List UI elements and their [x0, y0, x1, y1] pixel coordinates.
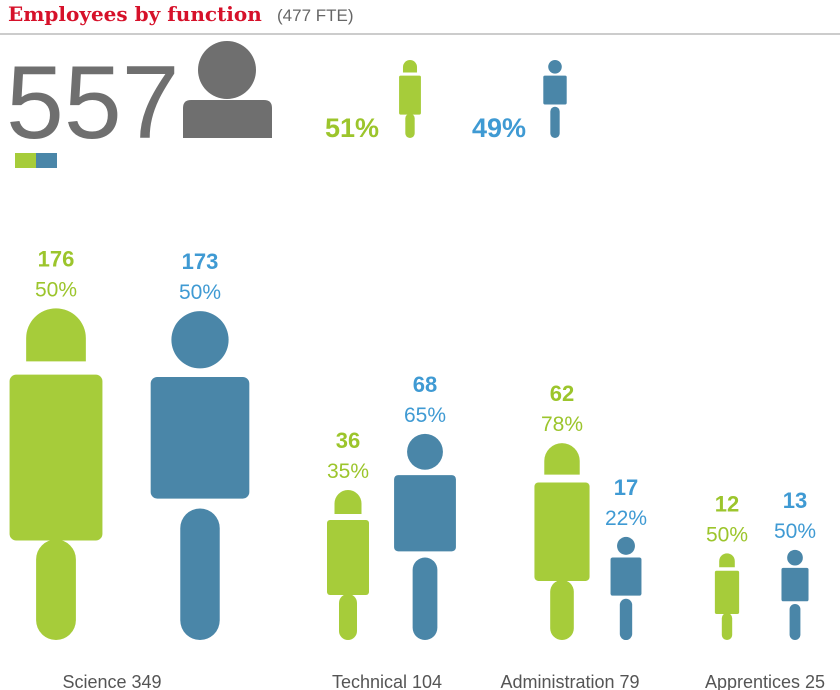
icon-head [548, 60, 562, 74]
value-label: 68 [413, 372, 437, 397]
category-label: Science 349 [62, 672, 161, 690]
chart-subtitle: (477 FTE) [277, 6, 354, 25]
category-label: Technical 104 [332, 672, 442, 690]
share-label: 50% [774, 520, 816, 543]
value-label: 13 [783, 488, 807, 513]
icon-body [394, 475, 456, 552]
icon-body [9, 374, 103, 541]
icon-legs [721, 613, 733, 640]
value-label: 36 [336, 428, 360, 453]
icon-legs [550, 106, 560, 138]
icon-head [544, 443, 580, 475]
category-label: Apprentices 25 [705, 672, 825, 690]
value-label: 176 [38, 246, 75, 271]
icon-head [198, 41, 256, 99]
icon-body [781, 567, 809, 602]
total-icon [183, 41, 272, 138]
share-label: 78% [541, 413, 583, 436]
icon-body [534, 482, 590, 581]
total: 557 [6, 45, 180, 161]
swatch [15, 153, 36, 168]
split-label: 49% [472, 113, 526, 143]
icon-body [610, 557, 642, 596]
icon-body [327, 520, 369, 595]
icon-head [26, 308, 86, 362]
value-label: 173 [182, 249, 219, 274]
person-icon [327, 490, 369, 640]
icon-body [543, 75, 567, 105]
swatch [36, 153, 57, 168]
icon-head [617, 536, 635, 555]
icon-body [399, 75, 421, 115]
icon-head [334, 490, 362, 514]
person-icon [394, 433, 456, 640]
value-label: 62 [550, 381, 574, 406]
split-label: 51% [325, 113, 379, 143]
share-label: 22% [605, 507, 647, 530]
person-icon [714, 553, 740, 640]
share-label: 50% [35, 278, 77, 301]
split-icon [543, 60, 567, 138]
split-icon [399, 60, 421, 138]
share-label: 35% [327, 460, 369, 483]
icon-body [150, 376, 250, 499]
icon-body [183, 100, 272, 138]
person-icon [534, 443, 590, 640]
value-label: 17 [614, 475, 638, 500]
icon-head [171, 311, 229, 369]
person-icon [150, 311, 250, 640]
chart-title: Employees by function [8, 2, 262, 26]
share-label: 50% [706, 523, 748, 546]
share-label: 50% [179, 281, 221, 304]
icon-legs [339, 594, 357, 640]
icon-head [787, 549, 803, 566]
icon-body [714, 570, 740, 615]
icon-legs [550, 579, 574, 640]
icon-legs [412, 557, 438, 640]
icon-head [719, 553, 735, 568]
value-label: 12 [715, 491, 739, 516]
icon-head [402, 60, 418, 73]
person-icon [781, 549, 809, 640]
share-label: 65% [404, 404, 446, 427]
icon-legs [36, 539, 76, 640]
icon-head [407, 433, 443, 470]
person-icon [9, 308, 103, 640]
icon-legs [789, 603, 801, 640]
icon-legs [619, 598, 633, 640]
category-label: Administration 79 [500, 672, 639, 690]
icon-legs [405, 113, 415, 138]
icon-legs [180, 508, 220, 640]
person-icon [610, 536, 642, 640]
